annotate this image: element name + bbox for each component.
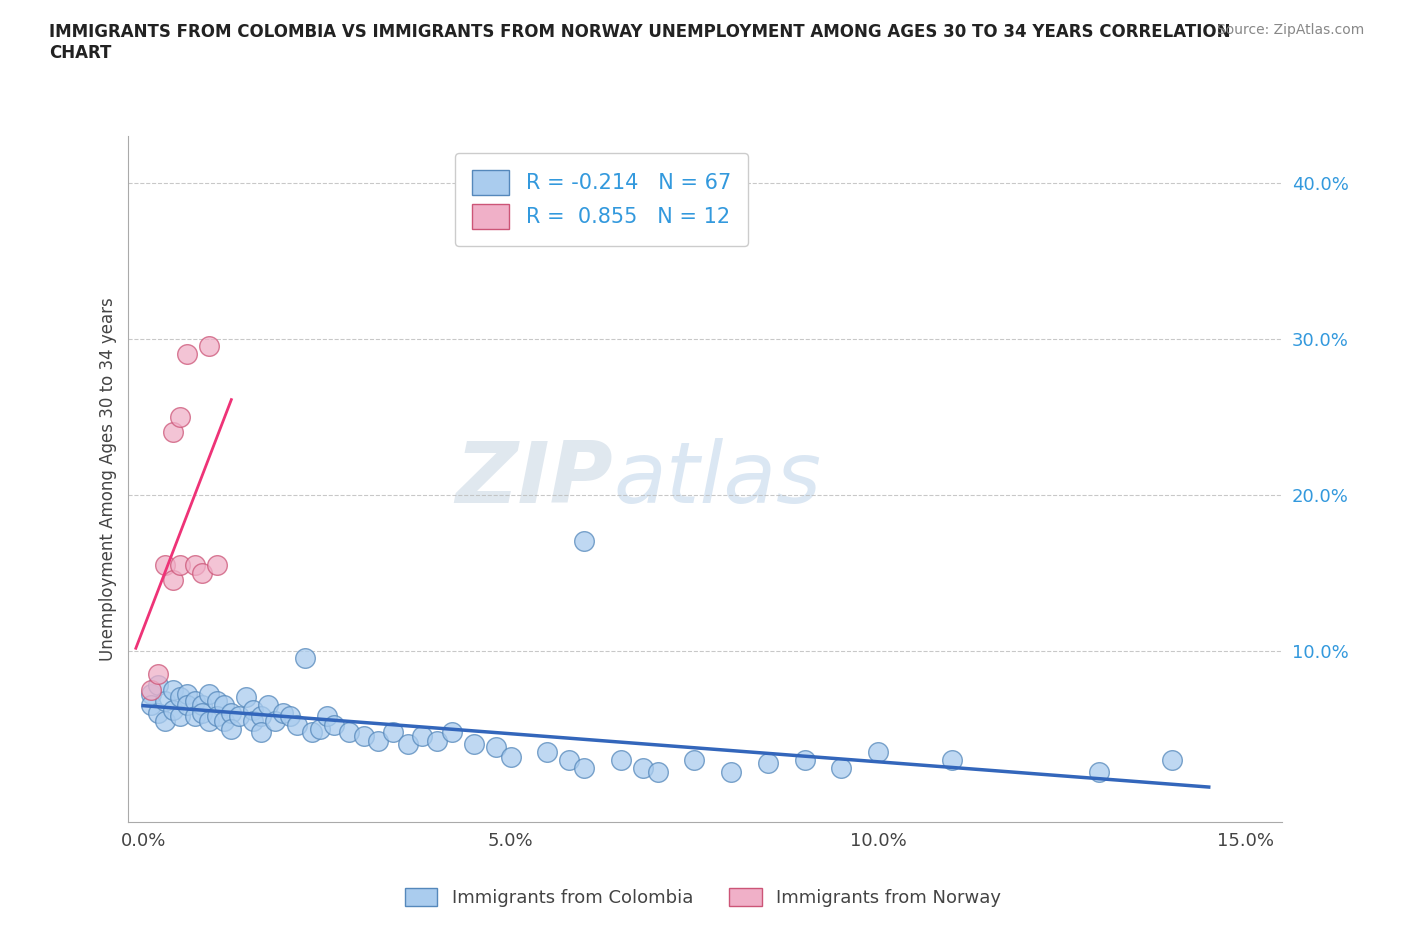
Point bbox=[169, 690, 191, 705]
Point bbox=[212, 698, 235, 712]
Point bbox=[308, 721, 330, 736]
Point bbox=[485, 740, 508, 755]
Point bbox=[169, 709, 191, 724]
Point bbox=[278, 709, 301, 724]
Point bbox=[572, 760, 595, 775]
Point bbox=[396, 737, 419, 751]
Point bbox=[1161, 752, 1184, 767]
Point bbox=[162, 573, 184, 588]
Point bbox=[499, 750, 522, 764]
Point bbox=[793, 752, 815, 767]
Point bbox=[257, 698, 280, 712]
Point bbox=[139, 698, 162, 712]
Legend: R = -0.214   N = 67, R =  0.855   N = 12: R = -0.214 N = 67, R = 0.855 N = 12 bbox=[456, 153, 748, 246]
Point bbox=[463, 737, 485, 751]
Point bbox=[198, 713, 221, 728]
Legend: Immigrants from Colombia, Immigrants from Norway: Immigrants from Colombia, Immigrants fro… bbox=[395, 879, 1011, 916]
Point bbox=[146, 677, 169, 692]
Point bbox=[866, 745, 889, 760]
Point bbox=[315, 709, 337, 724]
Point bbox=[558, 752, 581, 767]
Text: atlas: atlas bbox=[613, 437, 821, 521]
Point bbox=[155, 693, 177, 708]
Point bbox=[941, 752, 963, 767]
Point bbox=[146, 667, 169, 682]
Point bbox=[287, 718, 309, 733]
Point bbox=[294, 651, 316, 666]
Point bbox=[162, 683, 184, 698]
Point bbox=[228, 709, 250, 724]
Point bbox=[183, 693, 205, 708]
Point bbox=[720, 764, 742, 779]
Point bbox=[249, 724, 271, 739]
Point bbox=[169, 409, 191, 424]
Y-axis label: Unemployment Among Ages 30 to 34 years: Unemployment Among Ages 30 to 34 years bbox=[100, 298, 117, 661]
Point bbox=[610, 752, 633, 767]
Point bbox=[249, 709, 271, 724]
Point bbox=[205, 557, 228, 572]
Point bbox=[162, 425, 184, 440]
Point bbox=[212, 713, 235, 728]
Point bbox=[367, 734, 389, 749]
Text: Source: ZipAtlas.com: Source: ZipAtlas.com bbox=[1216, 23, 1364, 37]
Point bbox=[264, 713, 287, 728]
Point bbox=[183, 557, 205, 572]
Point bbox=[191, 706, 214, 721]
Point bbox=[176, 687, 198, 702]
Point bbox=[830, 760, 852, 775]
Point bbox=[411, 729, 433, 744]
Text: IMMIGRANTS FROM COLOMBIA VS IMMIGRANTS FROM NORWAY UNEMPLOYMENT AMONG AGES 30 TO: IMMIGRANTS FROM COLOMBIA VS IMMIGRANTS F… bbox=[49, 23, 1230, 62]
Point bbox=[647, 764, 669, 779]
Point bbox=[221, 706, 243, 721]
Point bbox=[139, 687, 162, 702]
Point bbox=[382, 724, 405, 739]
Point bbox=[1087, 764, 1109, 779]
Point bbox=[242, 702, 264, 717]
Point bbox=[191, 565, 214, 580]
Point bbox=[198, 687, 221, 702]
Point bbox=[242, 713, 264, 728]
Point bbox=[235, 690, 257, 705]
Point bbox=[536, 745, 558, 760]
Point bbox=[162, 702, 184, 717]
Point bbox=[155, 713, 177, 728]
Point bbox=[139, 683, 162, 698]
Point bbox=[205, 693, 228, 708]
Point bbox=[176, 347, 198, 362]
Point bbox=[301, 724, 323, 739]
Point bbox=[353, 729, 375, 744]
Point bbox=[176, 698, 198, 712]
Point bbox=[146, 706, 169, 721]
Text: ZIP: ZIP bbox=[456, 437, 613, 521]
Point bbox=[191, 698, 214, 712]
Point bbox=[631, 760, 654, 775]
Point bbox=[426, 734, 449, 749]
Point bbox=[572, 534, 595, 549]
Point bbox=[323, 718, 346, 733]
Point bbox=[683, 752, 706, 767]
Point bbox=[221, 721, 243, 736]
Point bbox=[337, 724, 360, 739]
Point bbox=[205, 709, 228, 724]
Point bbox=[155, 557, 177, 572]
Point bbox=[169, 557, 191, 572]
Point bbox=[198, 339, 221, 354]
Point bbox=[183, 709, 205, 724]
Point bbox=[271, 706, 294, 721]
Point bbox=[440, 724, 463, 739]
Point bbox=[756, 755, 779, 770]
